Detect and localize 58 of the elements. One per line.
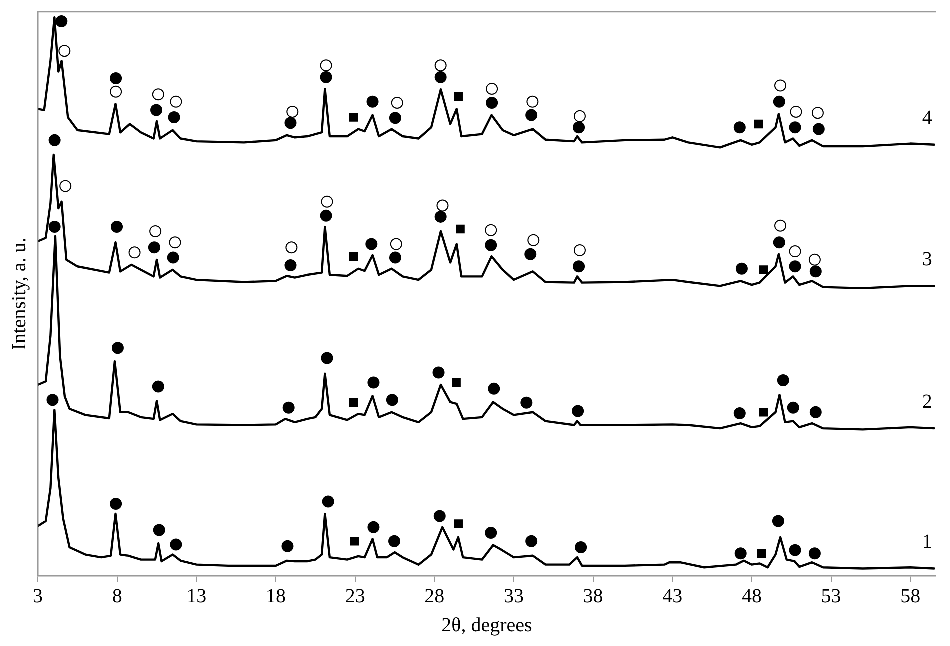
point [350, 113, 358, 122]
point [526, 96, 539, 108]
point [170, 96, 182, 108]
x-tick-label: 8 [112, 585, 122, 608]
x-tick-label: 33 [504, 585, 524, 608]
point [456, 224, 465, 234]
point [812, 107, 824, 120]
series-label: 1 [922, 530, 932, 553]
point [485, 224, 498, 236]
point [286, 242, 298, 254]
series-label: 3 [922, 248, 932, 270]
point [286, 106, 299, 118]
point [169, 236, 182, 249]
x-tick-label: 53 [821, 585, 842, 608]
point [128, 246, 141, 259]
x-tick-label: 3 [33, 585, 43, 608]
point [150, 225, 162, 238]
point [436, 200, 449, 212]
point [350, 398, 358, 408]
x-tick-label: 48 [742, 585, 762, 608]
x-tick-label: 23 [345, 585, 366, 608]
point [321, 196, 334, 208]
x-tick-label: 43 [662, 585, 683, 608]
point [759, 266, 768, 274]
point [454, 520, 463, 528]
point [574, 110, 586, 122]
point [350, 252, 358, 261]
point [58, 45, 71, 58]
point [808, 254, 821, 266]
point [759, 408, 768, 417]
point [152, 88, 164, 101]
point [774, 80, 787, 92]
y-axis-title: Intensity, a. u. [8, 238, 30, 350]
point [350, 536, 360, 546]
x-tick-label: 18 [266, 585, 286, 608]
series-label: 4 [922, 107, 932, 130]
point [574, 244, 586, 256]
point [528, 234, 540, 246]
point [757, 549, 766, 558]
x-tick-label: 28 [424, 585, 445, 608]
x-axis-title: 2θ, degrees [442, 614, 533, 636]
point [454, 92, 463, 102]
point [390, 238, 402, 250]
point [452, 378, 461, 388]
point [60, 180, 72, 192]
x-tick-label: 38 [583, 585, 604, 608]
x-tick-label: 13 [186, 585, 207, 608]
point [391, 97, 404, 110]
point [320, 60, 332, 72]
point [110, 86, 122, 98]
point [789, 246, 802, 258]
point [774, 220, 787, 232]
point [486, 83, 498, 96]
point [790, 106, 802, 118]
point [754, 120, 764, 129]
x-tick-label: 58 [900, 585, 921, 608]
point [434, 60, 447, 72]
series-label: 2 [922, 390, 932, 413]
